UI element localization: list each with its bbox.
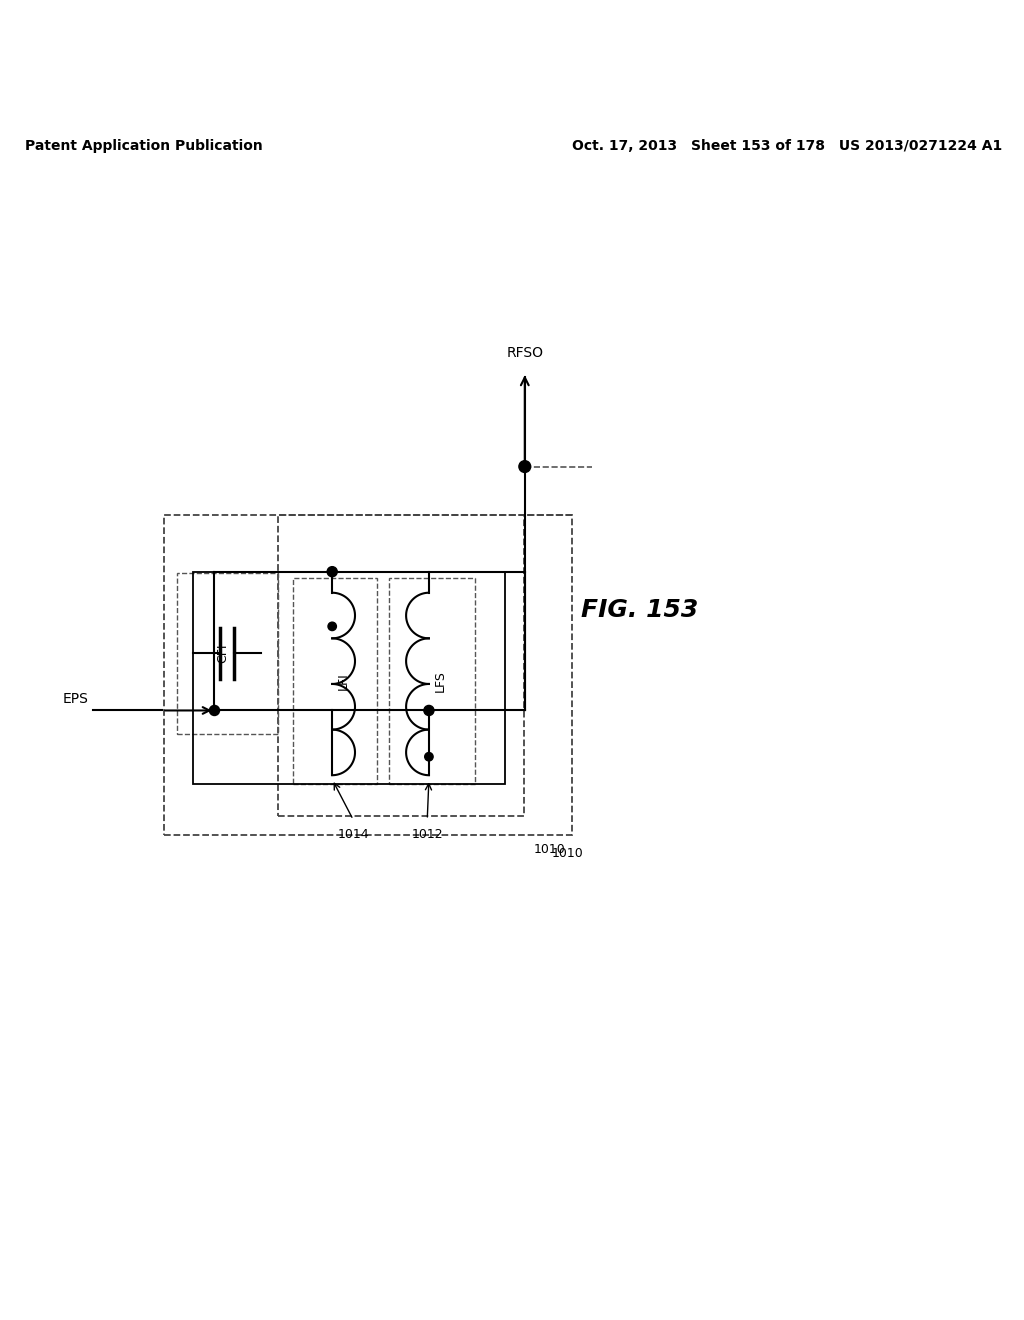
Bar	[164, 515, 571, 836]
Circle shape	[425, 752, 433, 760]
Circle shape	[210, 705, 219, 715]
Circle shape	[519, 461, 530, 473]
Bar	[388, 578, 475, 784]
Text: LFI: LFI	[337, 672, 349, 690]
Circle shape	[327, 566, 337, 577]
Text: 1010: 1010	[552, 846, 584, 859]
Text: RFSO: RFSO	[506, 346, 544, 360]
Text: FIG. 153: FIG. 153	[581, 598, 697, 622]
Bar	[293, 578, 377, 784]
Bar	[278, 515, 524, 817]
Bar	[194, 572, 505, 784]
Text: 1014: 1014	[338, 828, 369, 841]
Text: Patent Application Publication: Patent Application Publication	[26, 139, 263, 153]
Circle shape	[424, 705, 434, 715]
Text: Oct. 17, 2013 Sheet 153 of 178 US 2013/0271224 A1: Oct. 17, 2013 Sheet 153 of 178 US 2013/0…	[571, 139, 1002, 153]
Text: 1010: 1010	[534, 843, 565, 857]
Text: LFS: LFS	[433, 671, 446, 692]
Text: CFI: CFI	[216, 644, 229, 663]
Circle shape	[328, 622, 337, 631]
Text: 1012: 1012	[412, 828, 443, 841]
Text: EPS: EPS	[62, 692, 88, 706]
Bar	[177, 573, 278, 734]
